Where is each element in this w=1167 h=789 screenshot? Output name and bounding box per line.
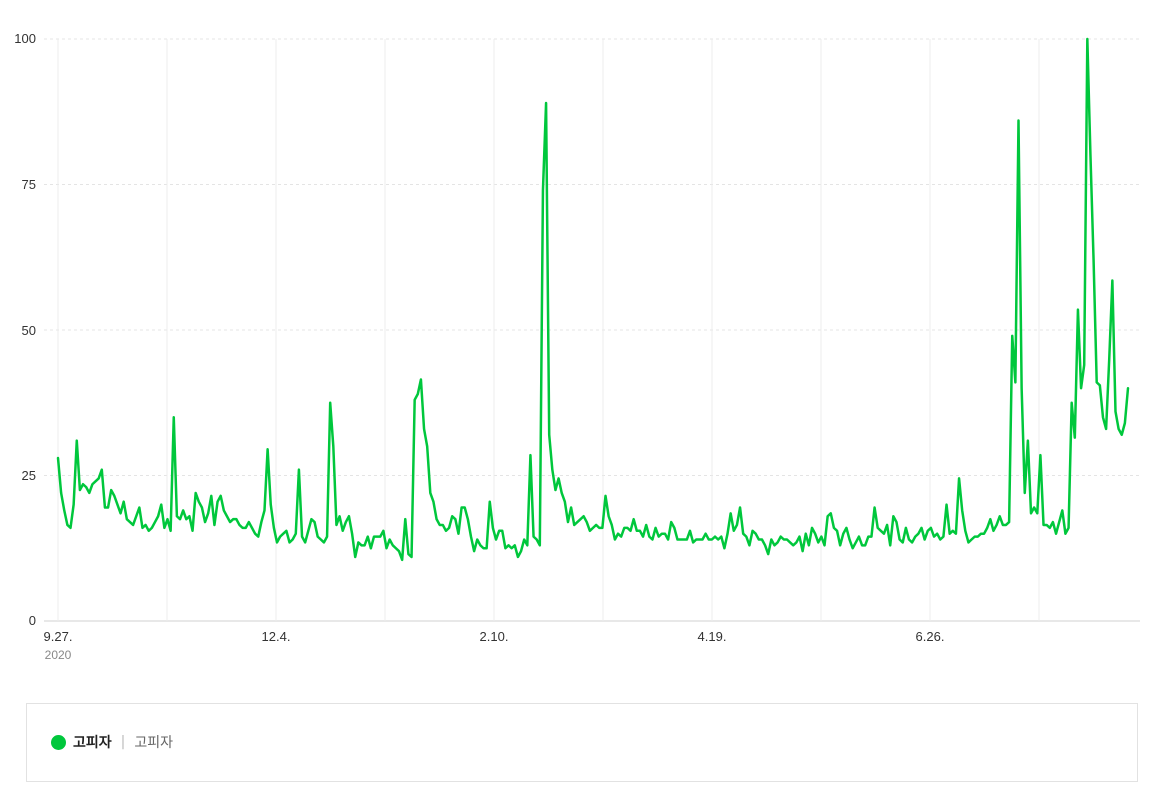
legend-separator: |: [120, 734, 126, 750]
legend-item[interactable]: 고피자 | 고피자: [51, 732, 173, 752]
y-axis-ticks: 100 75 50 25 0: [14, 31, 36, 628]
x-tick-6-26: 6.26.: [916, 629, 945, 644]
y-tick-50: 50: [22, 323, 36, 338]
chart-grid: [44, 38, 1140, 622]
x-tick-year: 2020: [45, 648, 72, 662]
x-tick-2-10: 2.10.: [480, 629, 509, 644]
x-tick-12-4: 12.4.: [262, 629, 291, 644]
line-chart: 100 75 50 25 0 9.27. 2020 12.4. 2.10. 4.…: [14, 31, 1140, 662]
legend-series-name: 고피자: [73, 735, 112, 751]
y-tick-75: 75: [22, 177, 36, 192]
x-tick-4-19: 4.19.: [698, 629, 727, 644]
legend-color-dot-icon: [51, 734, 66, 750]
series-line-gopizza[interactable]: [56, 37, 1130, 562]
legend-box: 고피자 | 고피자: [26, 703, 1138, 782]
legend-keywords: 고피자: [134, 735, 173, 751]
x-axis-ticks: 9.27. 2020 12.4. 2.10. 4.19. 6.26.: [44, 629, 945, 662]
y-tick-100: 100: [14, 31, 36, 46]
x-tick-9-27: 9.27.: [44, 629, 73, 644]
y-tick-25: 25: [22, 468, 36, 483]
y-tick-0: 0: [29, 613, 36, 628]
